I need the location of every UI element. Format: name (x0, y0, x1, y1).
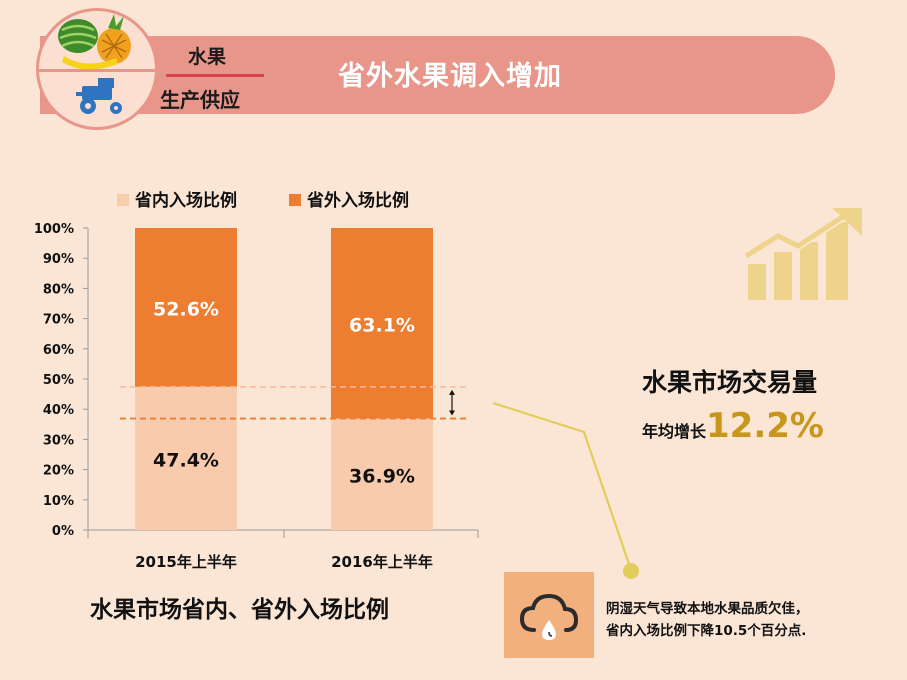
legend-swatch (117, 194, 129, 206)
legend-label: 省外入场比例 (306, 190, 409, 211)
legend-label: 省内入场比例 (134, 190, 237, 211)
y-tick-label: 90% (43, 252, 74, 267)
badge-divider (39, 69, 155, 72)
chart-caption: 水果市场省内、省外入场比例 (90, 597, 389, 623)
bar-segment (331, 418, 433, 530)
weather-tile (504, 572, 594, 658)
note-line-1: 阴湿天气导致本地水果品质欠佳， (606, 601, 809, 617)
category-underline (166, 74, 264, 77)
note-line-2: 省内入场比例下降10.5个百分点. (606, 623, 807, 639)
y-tick-label: 20% (43, 464, 74, 479)
cloud-rain-icon (519, 593, 579, 640)
y-tick-label: 80% (43, 282, 74, 297)
y-tick-label: 30% (43, 433, 74, 448)
weather-note: 阴湿天气导致本地水果品质欠佳， 省内入场比例下降10.5个百分点. (606, 598, 809, 642)
bar-segment (135, 228, 237, 387)
data-label: 52.6% (153, 298, 219, 320)
x-tick-label: 2016年上半年 (331, 553, 433, 571)
category-badge (36, 8, 158, 130)
y-tick-label: 100% (34, 222, 74, 237)
y-tick-label: 70% (43, 313, 74, 328)
stat-row: 年均增长12.2% (642, 406, 824, 446)
data-label: 63.1% (349, 314, 415, 336)
x-tick-label: 2015年上半年 (135, 553, 237, 571)
y-tick-label: 40% (43, 403, 74, 418)
data-label: 47.4% (153, 449, 219, 471)
y-tick-label: 60% (43, 343, 74, 358)
category-bottom: 生产供应 (160, 88, 240, 112)
category-label: 水果 生产供应 (160, 36, 275, 114)
page-title: 省外水果调入增加 (338, 61, 562, 92)
change-arrow-head-down (449, 410, 455, 416)
y-tick-label: 10% (43, 494, 74, 509)
stat-value: 12.2% (706, 406, 824, 446)
y-tick-label: 50% (43, 373, 74, 388)
fruit-basket-icon (58, 14, 131, 70)
rising-bar-chart-icon (743, 208, 862, 300)
stat-label: 年均增长 (642, 422, 707, 441)
category-top: 水果 (188, 46, 227, 68)
legend-swatch (289, 194, 301, 206)
bar-segment (135, 386, 237, 530)
change-arrow-head-up (449, 389, 455, 395)
data-label: 36.9% (349, 465, 415, 487)
y-tick-label: 0% (52, 524, 74, 539)
stat-title: 水果市场交易量 (642, 368, 818, 397)
tractor-icon (76, 78, 122, 114)
